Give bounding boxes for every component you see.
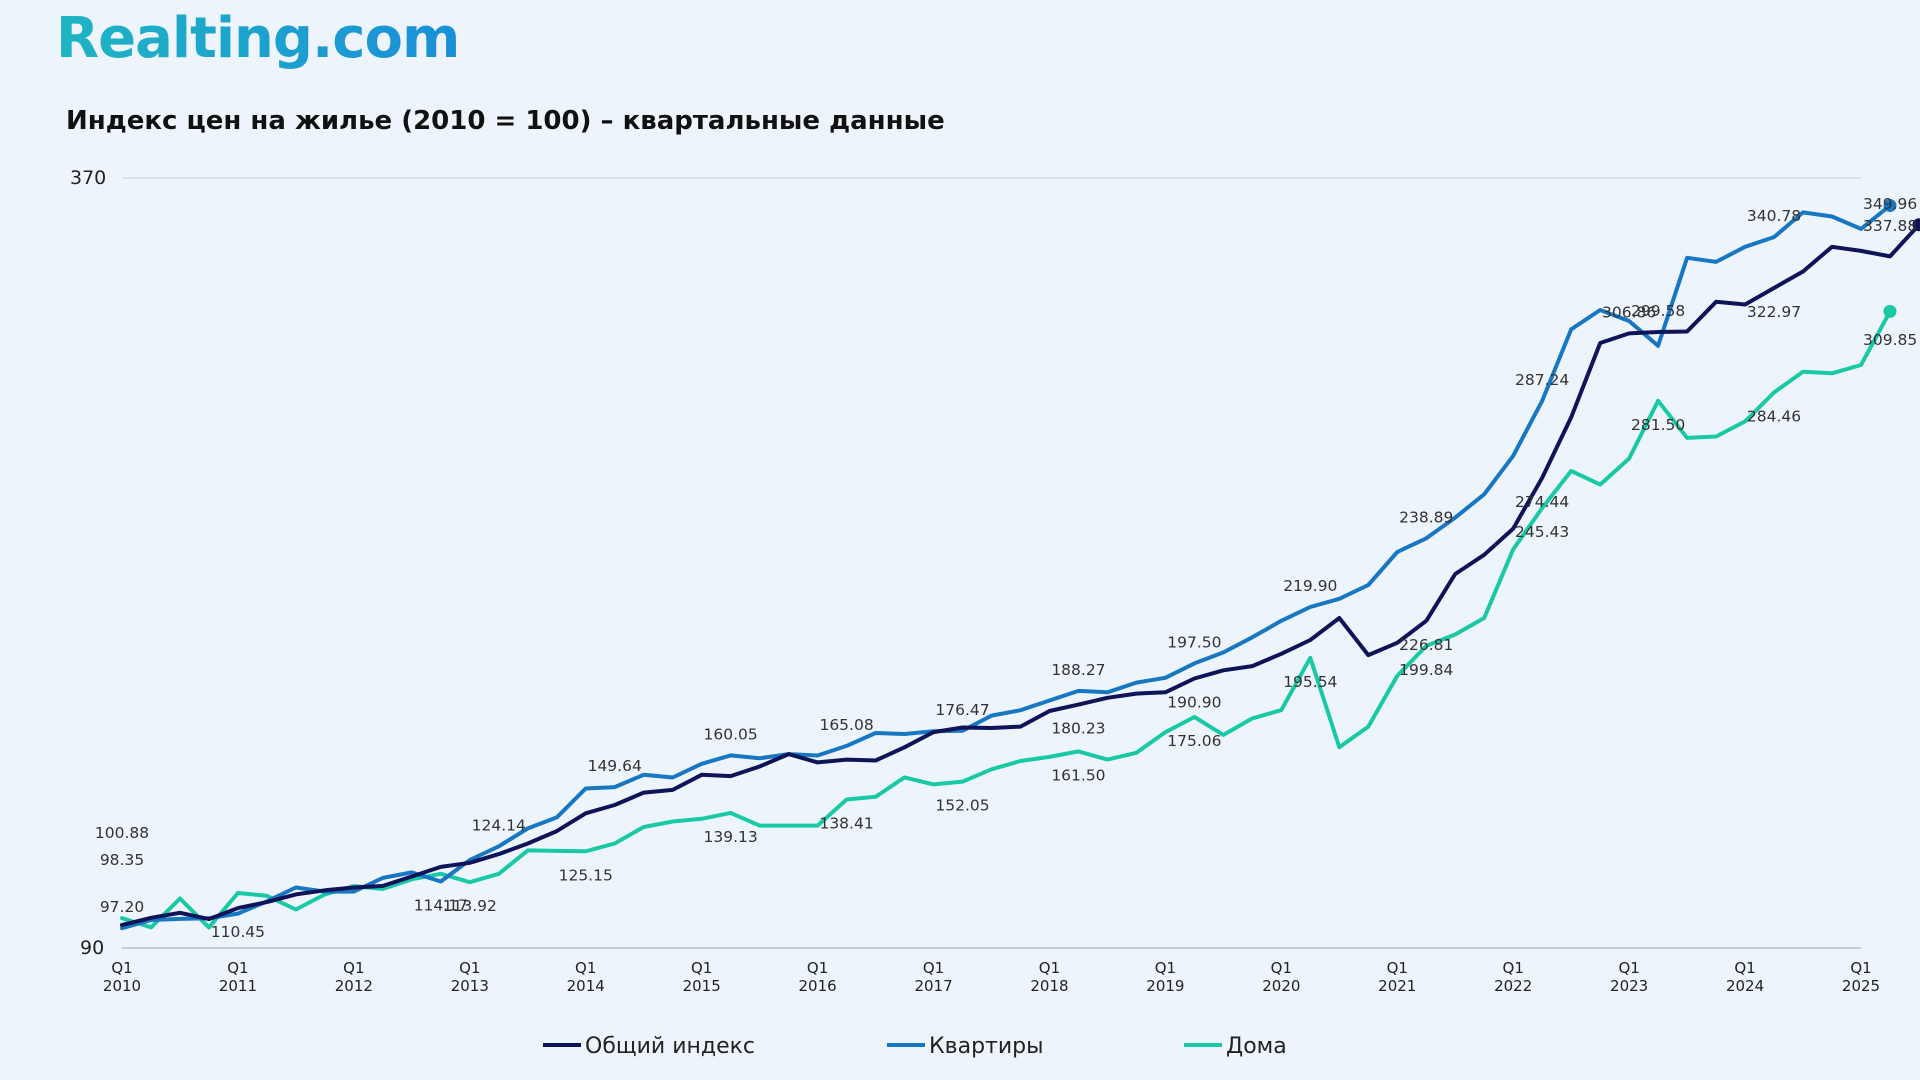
data-label: 349.96 [1863, 195, 1917, 213]
data-label: 100.88 [95, 824, 149, 842]
x-tick-label: Q1 [343, 959, 364, 977]
data-label: 125.15 [559, 866, 613, 884]
data-label: 284.46 [1747, 408, 1801, 426]
x-tick-label: Q1 [1155, 959, 1176, 977]
data-label: 161.50 [1051, 766, 1105, 784]
data-label: 197.50 [1167, 633, 1221, 651]
x-tick-label: 2017 [914, 977, 952, 995]
x-tick-label: 2016 [799, 977, 837, 995]
data-label: 165.08 [819, 716, 873, 734]
x-tick-label: Q1 [111, 959, 132, 977]
data-label: 340.78 [1747, 207, 1801, 225]
data-label: 238.89 [1399, 508, 1453, 526]
data-label: 152.05 [935, 797, 989, 815]
x-tick-label: Q1 [1618, 959, 1639, 977]
x-tick-label: 2020 [1262, 977, 1300, 995]
legend-label-2: Дома [1226, 1034, 1287, 1059]
data-label: 113.92 [443, 897, 497, 915]
data-label: 98.35 [100, 851, 144, 869]
x-tick-label: 2015 [683, 977, 721, 995]
data-label: 180.23 [1051, 720, 1105, 738]
data-label: 97.20 [100, 898, 144, 916]
data-label: 274.44 [1515, 493, 1569, 511]
y-tick-label: 370 [70, 167, 106, 189]
data-label: 322.97 [1747, 303, 1801, 321]
data-label: 124.14 [472, 816, 526, 834]
chart-title: Индекс цен на жилье (2010 = 100) – кварт… [66, 106, 945, 136]
data-label: 188.27 [1051, 661, 1105, 679]
data-label: 337.88 [1863, 217, 1917, 235]
x-tick-label: Q1 [1039, 959, 1060, 977]
data-label: 287.24 [1515, 371, 1569, 389]
series-end-marker-2 [1883, 304, 1897, 318]
series-end-marker-0 [1912, 218, 1920, 232]
x-tick-label: Q1 [1387, 959, 1408, 977]
x-tick-label: 2011 [219, 977, 257, 995]
data-label: 176.47 [935, 701, 989, 719]
x-tick-label: 2012 [335, 977, 373, 995]
y-tick-label: 90 [80, 937, 104, 959]
x-tick-label: Q1 [807, 959, 828, 977]
data-label: 199.84 [1399, 661, 1453, 679]
legend-label-1: Квартиры [929, 1034, 1043, 1059]
series-end-marker-1 [1883, 199, 1897, 212]
x-tick-label: Q1 [1850, 959, 1871, 977]
series-line-0 [120, 222, 1920, 927]
data-label: 219.90 [1283, 577, 1337, 595]
data-label: 306.86 [1602, 303, 1656, 321]
x-tick-label: Q1 [575, 959, 596, 977]
x-tick-label: 2018 [1030, 977, 1068, 995]
x-tick-label: 2023 [1610, 977, 1648, 995]
x-tick-label: Q1 [691, 959, 712, 977]
x-tick-label: 2019 [1146, 977, 1184, 995]
x-tick-label: 2021 [1378, 977, 1416, 995]
data-label: 175.06 [1167, 732, 1221, 750]
data-label: 190.90 [1167, 694, 1221, 712]
x-tick-label: Q1 [1503, 959, 1524, 977]
x-tick-label: Q1 [1734, 959, 1755, 977]
data-label: 149.64 [588, 757, 642, 775]
data-label: 281.50 [1631, 416, 1685, 434]
x-tick-label: Q1 [227, 959, 248, 977]
x-tick-label: 2014 [567, 977, 605, 995]
realting-logo[interactable]: Realting.com [56, 6, 460, 71]
data-label: 195.54 [1283, 673, 1337, 691]
legend-label-0: Общий индекс [585, 1034, 755, 1059]
data-label: 110.45 [211, 923, 265, 941]
data-label: 138.41 [819, 815, 873, 833]
data-label: 309.85 [1863, 331, 1917, 349]
data-label: 226.81 [1399, 636, 1453, 654]
x-tick-label: 2025 [1842, 977, 1880, 995]
x-tick-label: Q1 [459, 959, 480, 977]
x-tick-label: 2022 [1494, 977, 1532, 995]
x-tick-label: 2024 [1726, 977, 1764, 995]
x-tick-label: 2013 [451, 977, 489, 995]
data-label: 139.13 [704, 828, 758, 846]
x-tick-label: Q1 [923, 959, 944, 977]
data-label: 160.05 [704, 725, 758, 743]
data-label: 245.43 [1515, 523, 1569, 541]
x-tick-label: Q1 [1271, 959, 1292, 977]
series-line-2 [120, 309, 1892, 930]
x-tick-label: 2010 [103, 977, 141, 995]
data-label: 299.58 [1631, 302, 1685, 320]
data-label: 114.17 [414, 897, 468, 915]
